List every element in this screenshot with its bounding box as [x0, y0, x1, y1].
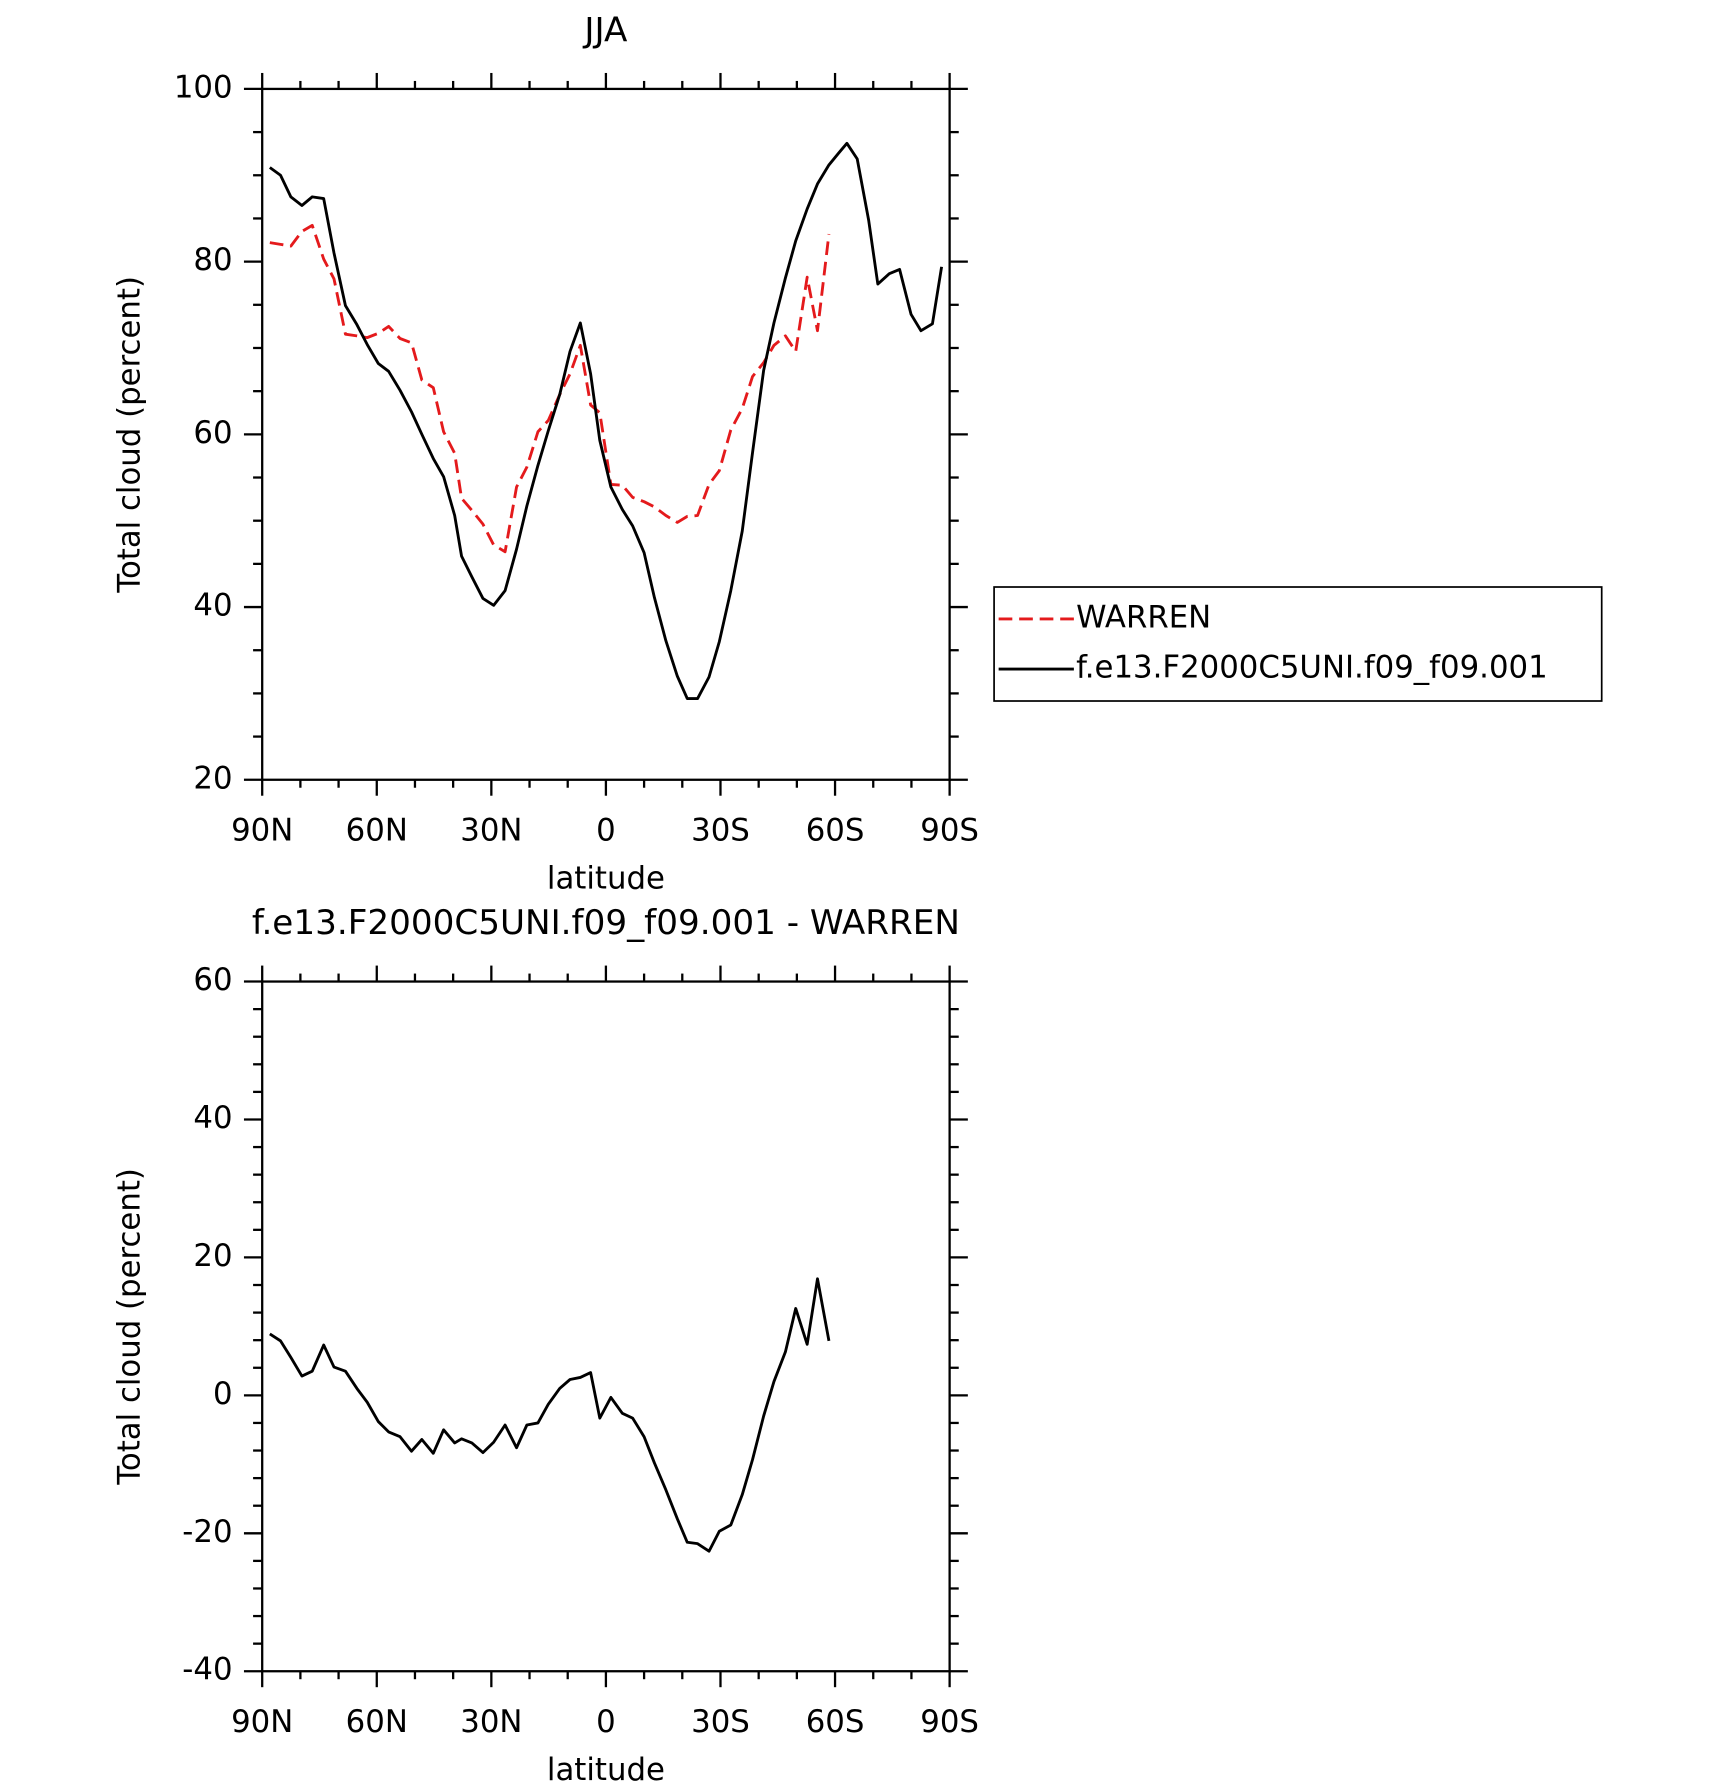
y-axis-label: Total cloud (percent) — [112, 1168, 148, 1486]
y-tick-label: 20 — [193, 760, 232, 796]
y-tick-label: 80 — [193, 242, 232, 278]
x-tick-label: 0 — [596, 813, 616, 849]
x-tick-label: 30S — [691, 1704, 750, 1740]
chart-title: f.e13.F2000C5UNI.f09_f09.001 - WARREN — [252, 903, 960, 943]
x-tick-label: 60N — [346, 813, 408, 849]
y-tick-label: 100 — [174, 69, 233, 105]
x-tick-label: 30N — [460, 1704, 522, 1740]
y-axis-label: Total cloud (percent) — [112, 276, 148, 594]
chart-title: JJA — [582, 10, 628, 50]
x-tick-label: 30S — [691, 813, 750, 849]
x-tick-label: 90S — [920, 1704, 979, 1740]
x-tick-label: 60N — [346, 1704, 408, 1740]
x-axis-label: latitude — [547, 861, 665, 897]
y-tick-label: 60 — [193, 962, 232, 998]
x-tick-label: 0 — [596, 1704, 616, 1740]
y-tick-label: 0 — [213, 1376, 233, 1412]
data-line — [269, 223, 831, 554]
plot-frame — [261, 980, 951, 1673]
y-tick-label: -40 — [182, 1652, 232, 1688]
x-axis-label: latitude — [547, 1752, 665, 1788]
y-tick-label: 20 — [193, 1238, 232, 1274]
y-tick-label: 60 — [193, 415, 232, 451]
y-tick-label: -20 — [182, 1514, 232, 1550]
plot-frame — [261, 87, 951, 781]
legend-label: WARREN — [1076, 599, 1211, 635]
y-tick-label: 40 — [193, 588, 232, 624]
x-tick-label: 90S — [920, 813, 979, 849]
x-tick-label: 60S — [806, 813, 865, 849]
legend-box — [993, 586, 1603, 702]
data-line — [269, 1277, 831, 1553]
y-tick-label: 40 — [193, 1100, 232, 1136]
x-tick-label: 90N — [231, 1704, 293, 1740]
x-tick-label: 30N — [460, 813, 522, 849]
data-line — [269, 141, 944, 701]
x-tick-label: 60S — [806, 1704, 865, 1740]
x-tick-label: 90N — [231, 813, 293, 849]
legend-label: f.e13.F2000C5UNI.f09_f09.001 — [1076, 650, 1548, 686]
